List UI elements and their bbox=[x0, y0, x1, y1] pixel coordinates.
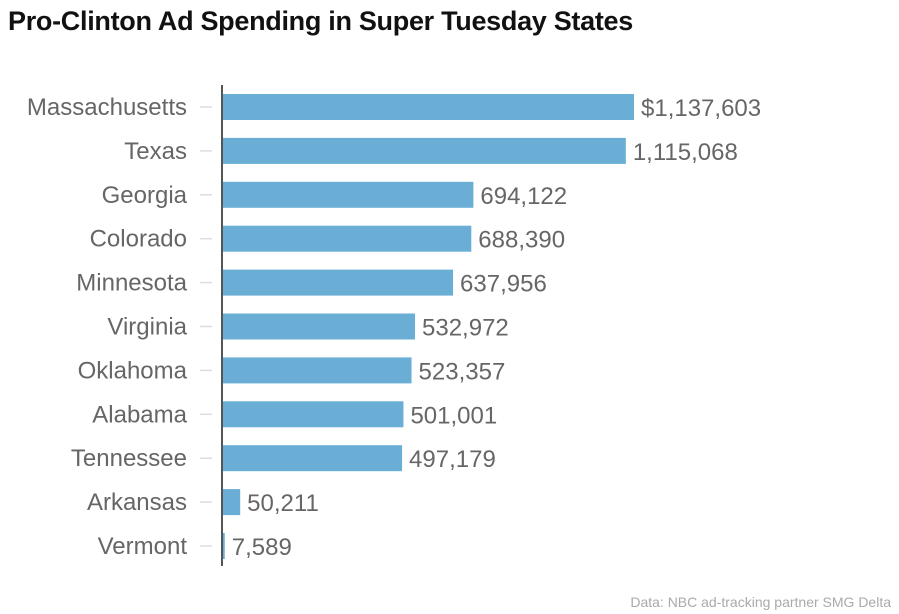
bar bbox=[222, 533, 225, 559]
value-label: 694,122 bbox=[480, 183, 567, 210]
value-label: 637,956 bbox=[460, 271, 547, 298]
value-label: 50,211 bbox=[247, 490, 319, 517]
bar bbox=[222, 313, 416, 340]
category-label: Georgia bbox=[102, 182, 188, 209]
bar bbox=[222, 94, 634, 120]
bar bbox=[222, 445, 403, 472]
category-label: Colorado bbox=[90, 226, 187, 253]
value-label: 1,115,068 bbox=[633, 139, 738, 166]
value-label: $1,137,603 bbox=[641, 95, 761, 122]
category-label: Oklahoma bbox=[78, 357, 188, 384]
category-label: Vermont bbox=[98, 533, 188, 560]
value-label: 532,972 bbox=[422, 315, 509, 342]
category-label: Texas bbox=[124, 138, 187, 165]
bar bbox=[222, 401, 404, 428]
category-label: Minnesota bbox=[76, 270, 187, 297]
bar bbox=[222, 225, 472, 252]
bar bbox=[222, 181, 474, 208]
value-label: 523,357 bbox=[419, 358, 506, 385]
category-label: Alabama bbox=[92, 401, 187, 428]
bar bbox=[222, 269, 454, 296]
category-label: Virginia bbox=[107, 314, 187, 341]
value-label: 497,179 bbox=[409, 446, 496, 473]
bar bbox=[222, 489, 241, 516]
source-note: Data: NBC ad-tracking partner SMG Delta bbox=[630, 594, 891, 610]
category-label: Arkansas bbox=[87, 489, 187, 516]
category-label: Massachusetts bbox=[27, 94, 187, 121]
bar bbox=[222, 357, 412, 384]
category-label: Tennessee bbox=[71, 445, 187, 472]
value-label: 501,001 bbox=[410, 402, 497, 429]
value-label: 7,589 bbox=[232, 534, 292, 561]
value-label: 688,390 bbox=[478, 227, 565, 254]
chart-title: Pro-Clinton Ad Spending in Super Tuesday… bbox=[8, 6, 633, 36]
bar bbox=[222, 137, 626, 164]
